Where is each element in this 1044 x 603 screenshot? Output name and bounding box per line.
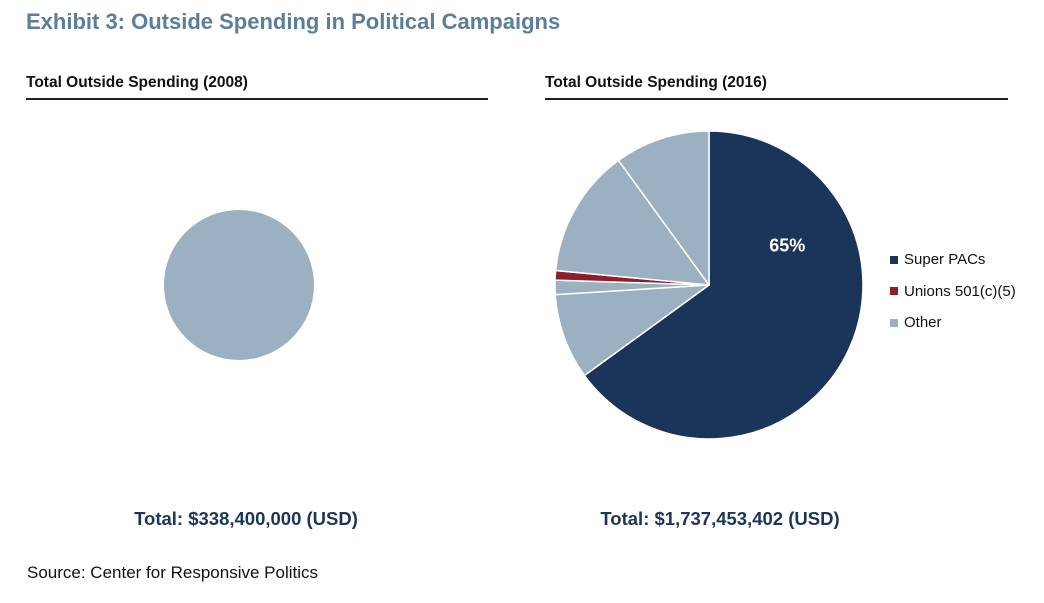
pie-slice-other-5 [617,130,710,286]
pie-slice-other-1 [554,284,710,377]
pie-slice-other-4 [554,159,710,286]
legend-item-unions: Unions 501(c)(5) [890,276,1016,308]
total-2008: Total: $338,400,000 (USD) [134,508,358,529]
pie-slice-other-0 [164,210,314,360]
total-2016: Total: $1,737,453,402 (USD) [600,508,840,529]
legend-label-other: Other [904,314,942,332]
source-note: Source: Center for Responsive Politics [27,563,319,582]
pie-data-label-super-pacs: 65% [769,235,805,255]
legend-swatch-unions [890,287,898,296]
legend-swatch-other [890,318,898,327]
legend-label-super-pacs: Super PACs [904,251,986,269]
chart-title-2008: Total Outside Spending (2008) [26,74,488,100]
legend-label-unions: Unions 501(c)(5) [904,282,1016,300]
chart-title-2016: Total Outside Spending (2016) [545,74,1008,100]
legend-item-other: Other [890,307,1016,339]
exhibit-title: Exhibit 3: Outside Spending in Political… [26,9,561,34]
pie-slice-super-pacs-0 [583,130,864,440]
legend-2016: Super PACs Unions 501(c)(5) Other [890,244,1016,339]
legend-swatch-super-pacs [890,255,898,264]
legend-item-super-pacs: Super PACs [890,244,1016,276]
